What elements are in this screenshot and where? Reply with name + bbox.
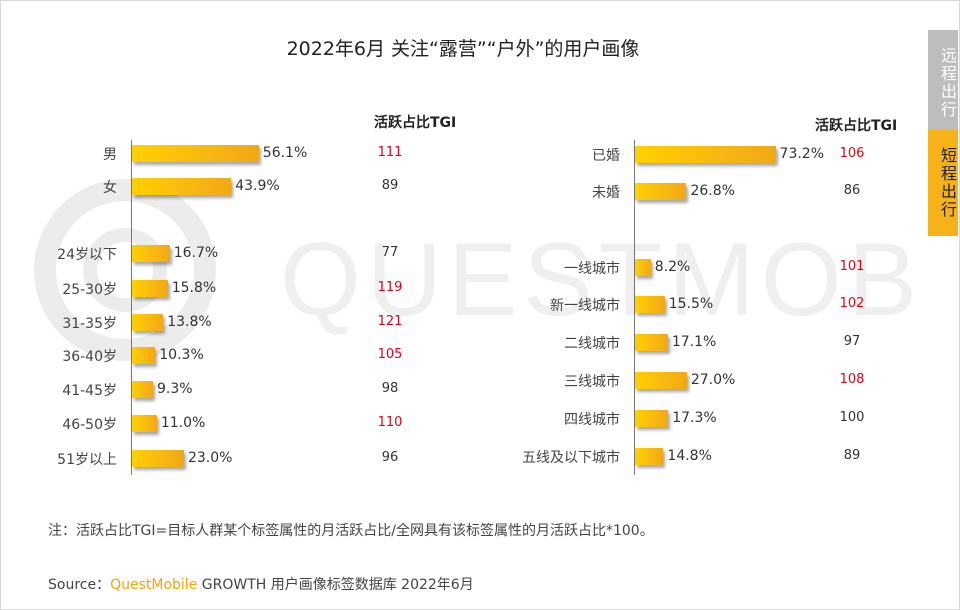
- footnote: 注：活跃占比TGI=目标人群某个标签属性的月活跃占比/全网具有该标签属性的月活跃…: [48, 523, 654, 539]
- category-label: 新一线城市: [550, 298, 620, 314]
- bar: [635, 372, 687, 389]
- category-label: 46-50岁: [62, 417, 117, 433]
- right-axis-line: [634, 140, 635, 475]
- value-label: 14.8%: [667, 448, 712, 464]
- category-label: 四线城市: [564, 412, 620, 428]
- bar: [635, 146, 776, 163]
- value-label: 16.7%: [173, 245, 219, 261]
- bar: [132, 314, 164, 331]
- source-prefix: Source：: [48, 577, 111, 593]
- category-label: 51岁以上: [57, 452, 117, 468]
- chart-title: 2022年6月 关注“露营”“户外”的用户画像: [286, 38, 640, 60]
- bar: [132, 381, 154, 398]
- value-label: 9.3%: [157, 381, 193, 397]
- bar: [132, 245, 170, 262]
- tgi-header-right: 活跃占比TGI: [815, 118, 898, 134]
- value-label: 73.2%: [779, 146, 825, 162]
- tgi-value: 89: [843, 448, 861, 463]
- tgi-value: 119: [377, 280, 403, 295]
- value-label: 27.0%: [690, 372, 736, 388]
- bar: [635, 334, 668, 351]
- value-label: 8.2%: [654, 259, 691, 275]
- tgi-value: 108: [839, 372, 865, 387]
- category-label: 一线城市: [564, 261, 620, 277]
- bar: [132, 415, 157, 432]
- bar: [635, 296, 665, 313]
- tgi-value: 110: [377, 415, 403, 430]
- tgi-value: 86: [843, 183, 861, 198]
- value-label: 15.5%: [668, 296, 714, 312]
- category-label: 36-40岁: [62, 349, 117, 365]
- category-label: 24岁以下: [57, 247, 117, 263]
- bar: [635, 448, 664, 465]
- category-label: 男: [103, 147, 117, 163]
- tgi-value: 89: [381, 178, 399, 193]
- bar: [635, 410, 669, 427]
- tgi-value: 102: [839, 296, 865, 311]
- bar: [635, 259, 651, 276]
- category-label: 三线城市: [564, 374, 620, 390]
- category-label: 41-45岁: [62, 383, 117, 399]
- value-label: 15.8%: [171, 280, 217, 296]
- source-brand: QuestMobile: [110, 577, 198, 593]
- value-label: 56.1%: [262, 145, 308, 161]
- bar: [132, 178, 232, 195]
- tab-long-trip[interactable]: 远程出行: [928, 30, 958, 136]
- source-line: Source：QuestMobile GROWTH 用户画像标签数据库 2022…: [48, 574, 474, 594]
- source-rest: GROWTH 用户画像标签数据库 2022年6月: [197, 577, 474, 593]
- tgi-value: 121: [377, 314, 403, 329]
- category-label: 31-35岁: [62, 316, 117, 332]
- value-label: 10.3%: [159, 347, 204, 363]
- category-label: 已婚: [592, 148, 620, 164]
- tgi-value: 106: [839, 146, 865, 161]
- tgi-value: 97: [843, 334, 861, 349]
- tgi-value: 101: [839, 259, 865, 274]
- tgi-value: 111: [377, 145, 403, 160]
- tab-short-trip[interactable]: 短程出行: [928, 130, 958, 236]
- bar: [132, 280, 168, 297]
- tgi-value: 96: [381, 450, 399, 465]
- tgi-value: 77: [381, 245, 399, 260]
- tgi-header-left: 活跃占比TGI: [374, 115, 457, 131]
- value-label: 17.1%: [671, 334, 717, 350]
- bar: [132, 347, 156, 364]
- category-label: 女: [103, 180, 117, 196]
- category-label: 五线及以下城市: [522, 450, 620, 466]
- tgi-value: 100: [839, 410, 865, 425]
- bar: [635, 183, 687, 200]
- value-label: 11.0%: [160, 415, 206, 431]
- bar: [132, 145, 259, 162]
- value-label: 26.8%: [690, 183, 735, 199]
- bar: [132, 450, 184, 467]
- value-label: 43.9%: [235, 178, 280, 194]
- value-label: 17.3%: [672, 410, 717, 426]
- category-label: 25-30岁: [62, 282, 117, 298]
- category-label: 二线城市: [564, 336, 620, 352]
- tgi-value: 105: [377, 347, 403, 362]
- category-label: 未婚: [592, 185, 620, 201]
- value-label: 13.8%: [167, 314, 212, 330]
- tgi-value: 98: [381, 381, 399, 396]
- left-axis-line: [131, 140, 132, 475]
- value-label: 23.0%: [187, 450, 233, 466]
